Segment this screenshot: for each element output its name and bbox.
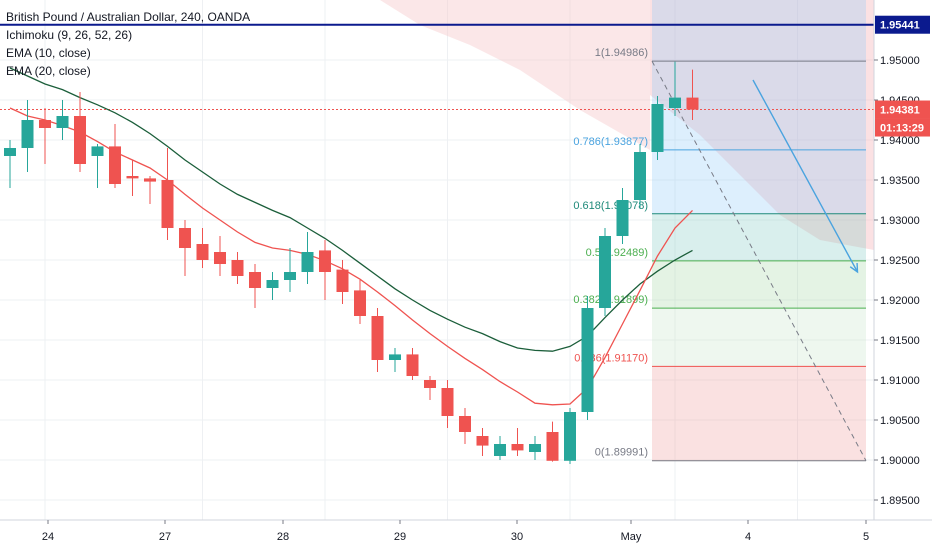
- fib-zone: [652, 260, 866, 309]
- candle-body[interactable]: [406, 354, 419, 376]
- price-tag-bg: [875, 15, 930, 34]
- time-axis[interactable]: [0, 520, 874, 550]
- fib-level-label: 0.786(1.93877): [573, 136, 648, 148]
- candle-body[interactable]: [354, 290, 366, 316]
- fib-level-label: 0.5(1.92489): [586, 247, 648, 259]
- fib-zone-extension: [652, 0, 866, 62]
- time-tick-label: 24: [42, 531, 54, 543]
- price-tag-label: 1.95441: [880, 20, 920, 32]
- candle-body[interactable]: [581, 308, 594, 412]
- price-tick-label: 1.92500: [880, 255, 920, 267]
- price-tag-bg: [875, 100, 930, 119]
- candle-body[interactable]: [669, 97, 681, 108]
- candle-body[interactable]: [441, 388, 454, 416]
- ichimoku-cloud-bear-future: [650, 0, 874, 250]
- candle-body[interactable]: [109, 146, 121, 184]
- candle-body[interactable]: [301, 252, 314, 272]
- candle-body[interactable]: [249, 272, 261, 288]
- price-tick-label: 1.90000: [880, 455, 920, 467]
- candle-body[interactable]: [126, 176, 139, 179]
- candle-body[interactable]: [214, 252, 226, 264]
- fib-zone: [652, 308, 866, 367]
- ema10-line: [9, 107, 693, 406]
- candle-body[interactable]: [284, 272, 296, 280]
- price-tick-label: 1.91000: [880, 375, 920, 387]
- fib-zone: [652, 213, 866, 261]
- legend-ichimoku[interactable]: Ichimoku (9, 26, 52, 26): [6, 28, 133, 42]
- candle-body[interactable]: [56, 116, 69, 128]
- time-tick-label: 28: [277, 531, 289, 543]
- candle-body[interactable]: [476, 436, 489, 446]
- price-tick-label: 1.92000: [880, 295, 920, 307]
- fib-zone: [652, 149, 866, 214]
- legend-ema20[interactable]: EMA (20, close): [6, 64, 91, 78]
- candle-body[interactable]: [161, 180, 174, 228]
- candle-body[interactable]: [4, 148, 16, 156]
- price-tick-label: 1.95000: [880, 55, 920, 67]
- candle-body[interactable]: [511, 444, 524, 451]
- price-tag-label: 01:13:29: [880, 123, 924, 135]
- candle-body[interactable]: [686, 97, 699, 110]
- fib-zone: [652, 61, 866, 150]
- price-tick-label: 1.89500: [880, 495, 920, 507]
- legend-ema10[interactable]: EMA (10, close): [6, 46, 91, 60]
- price-tag-bg: [875, 118, 930, 137]
- candle-body[interactable]: [371, 316, 384, 360]
- candle-body[interactable]: [144, 178, 156, 182]
- time-tick-label: 30: [511, 531, 523, 543]
- candle-body[interactable]: [459, 416, 471, 432]
- price-tag-label: 1.94381: [880, 105, 920, 117]
- time-tick-label: May: [621, 531, 642, 543]
- candle-body[interactable]: [21, 120, 34, 148]
- price-tick-label: 1.91500: [880, 335, 920, 347]
- fib-level-label: 0.618(1.93078): [573, 200, 648, 212]
- candle-body[interactable]: [231, 260, 244, 276]
- price-tick-label: 1.93000: [880, 215, 920, 227]
- price-tick-label: 1.93500: [880, 175, 920, 187]
- candle-body[interactable]: [599, 236, 611, 308]
- fib-level-label: 0(1.89991): [595, 447, 648, 459]
- candle-body[interactable]: [529, 444, 541, 452]
- time-tick-label: 27: [159, 531, 171, 543]
- price-axis[interactable]: [874, 0, 932, 550]
- candle-body[interactable]: [389, 354, 401, 360]
- candle-body[interactable]: [39, 120, 51, 128]
- candle-body[interactable]: [616, 200, 629, 236]
- candle-body[interactable]: [266, 280, 279, 288]
- candle-body[interactable]: [319, 250, 331, 272]
- chart-legend: British Pound / Australian Dollar, 240, …: [6, 8, 250, 80]
- time-tick-label: 5: [863, 531, 869, 543]
- price-tick-label: 1.90500: [880, 415, 920, 427]
- fib-trendline: [651, 60, 867, 461]
- candle-body[interactable]: [179, 228, 191, 248]
- candle-body[interactable]: [494, 444, 506, 456]
- price-tick-label: 1.94000: [880, 135, 920, 147]
- ema20-line: [9, 67, 693, 352]
- fib-zone: [652, 366, 866, 461]
- candle-body[interactable]: [74, 116, 86, 164]
- time-tick-label: 4: [745, 531, 751, 543]
- candle-body[interactable]: [336, 269, 349, 292]
- legend-title[interactable]: British Pound / Australian Dollar, 240, …: [6, 10, 251, 24]
- candle-body[interactable]: [564, 412, 576, 461]
- projection-arrow[interactable]: [752, 79, 859, 273]
- candle-body[interactable]: [91, 146, 104, 156]
- candle-body[interactable]: [546, 432, 559, 461]
- time-tick-label: 29: [394, 531, 406, 543]
- candle-body[interactable]: [196, 244, 209, 260]
- candle-body[interactable]: [634, 152, 646, 200]
- candle-body[interactable]: [651, 104, 664, 152]
- ichimoku-cloud-bear: [380, 0, 650, 150]
- projection-arrow-head: [849, 262, 859, 274]
- candle-body[interactable]: [424, 380, 436, 388]
- fib-level-label: 1(1.94986): [595, 47, 648, 59]
